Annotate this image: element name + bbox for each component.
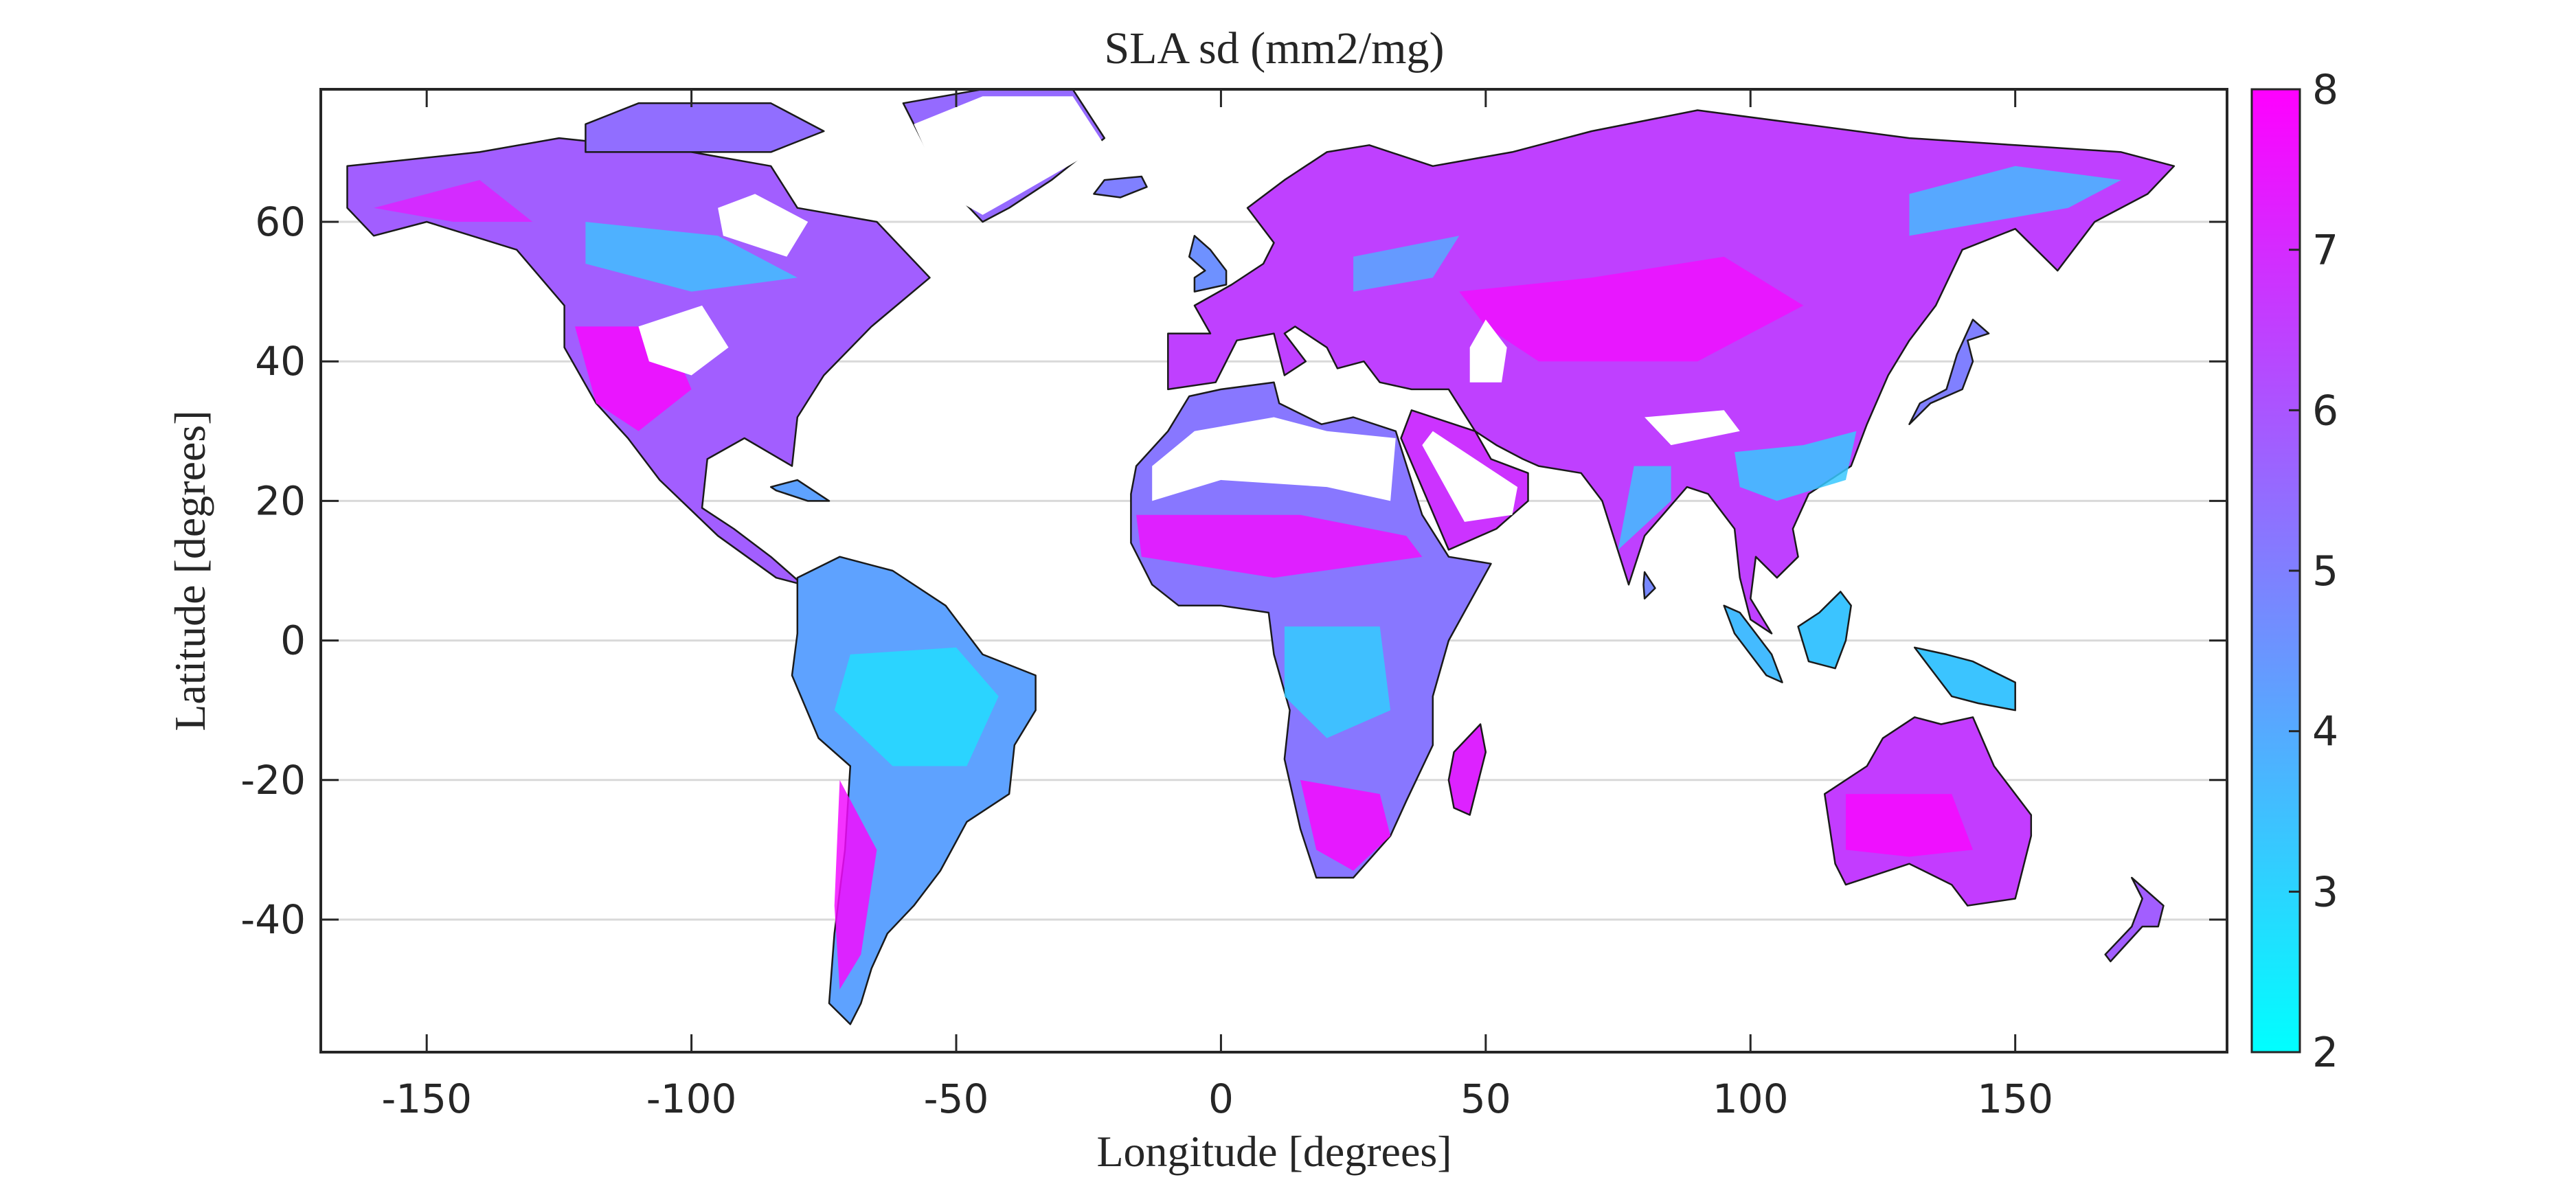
- colorbar-tick-label: 8: [2312, 66, 2338, 114]
- x-tick-label: -50: [924, 1075, 989, 1122]
- region-sumatra: [1723, 604, 1783, 683]
- region-cuba: [769, 479, 831, 502]
- colorbar-ticks: 8 7 6 5 4 3 2: [2289, 66, 2338, 1077]
- value-patch-10: [1618, 466, 1671, 550]
- region-sri-lanka: [1642, 571, 1656, 600]
- colorbar-tick-label: 3: [2312, 868, 2338, 916]
- x-tick-label: -100: [646, 1075, 737, 1122]
- region-iceland: [1093, 175, 1148, 198]
- x-tick-label: 100: [1713, 1075, 1789, 1122]
- region-arctic-islands: [585, 102, 825, 153]
- value-patch-1: [1284, 626, 1391, 738]
- region-japan: [1908, 319, 1990, 425]
- value-patch-0: [834, 647, 999, 766]
- no-data-sahara: [1152, 417, 1396, 501]
- colorbar-tick-label: 4: [2312, 708, 2338, 756]
- colorbar-tick-label: 7: [2312, 227, 2338, 275]
- no-data-tibet: [1645, 410, 1740, 446]
- value-patch-4: [585, 222, 798, 292]
- x-tick-label: -150: [381, 1075, 472, 1122]
- region-great-britain: [1188, 235, 1228, 293]
- x-tick-label: 0: [1208, 1075, 1234, 1122]
- value-patch-2: [1136, 514, 1423, 578]
- y-tick-label: 20: [255, 477, 306, 524]
- y-axis-label: Latitude [degrees]: [166, 410, 214, 731]
- x-axis-ticks: -150 -100 -50 0 50 100 150: [381, 89, 2053, 1122]
- no-data-great-plains: [638, 305, 729, 376]
- y-axis-ticks: 60 40 20 0 -20 -40: [240, 198, 2227, 943]
- chart-title: SLA sd (mm2/mg): [1104, 23, 1444, 73]
- x-tick-label: 150: [1977, 1075, 2053, 1122]
- colorbar-tick-label: 6: [2312, 387, 2338, 435]
- colorbar-tick-label: 5: [2312, 547, 2338, 595]
- no-data-arabian-desert: [1422, 431, 1518, 522]
- value-patch-3: [1300, 779, 1391, 871]
- region-eurasia: [1167, 109, 2176, 635]
- value-patch-8: [1909, 166, 2121, 236]
- region-new-guinea: [1913, 646, 2016, 711]
- value-patch-7: [1735, 431, 1857, 501]
- region-new-zealand: [2104, 876, 2165, 963]
- x-axis-label: Longitude [degrees]: [1096, 1127, 1451, 1176]
- y-tick-label: -40: [240, 896, 306, 943]
- land-regions: [346, 89, 2176, 1025]
- value-patch-9: [1846, 794, 1973, 857]
- no-data-caspian: [1469, 319, 1507, 383]
- y-tick-label: 0: [280, 617, 306, 664]
- value-patch-12: [374, 180, 533, 222]
- value-patch-11: [834, 779, 877, 990]
- x-tick-label: 50: [1460, 1075, 1511, 1122]
- no-data-hudson-bay: [718, 194, 809, 257]
- y-tick-label: -20: [240, 757, 306, 804]
- region-south-america: [791, 556, 1037, 1025]
- plot-axes-box: [319, 88, 2228, 1054]
- region-madagascar: [1447, 723, 1487, 816]
- value-patch-6: [1459, 256, 1804, 362]
- y-tick-label: 60: [255, 198, 306, 245]
- region-borneo: [1797, 591, 1852, 670]
- colorbar-tick-label: 2: [2312, 1029, 2338, 1077]
- y-tick-label: 40: [255, 338, 306, 385]
- no-data-greenland-ice: [914, 96, 1105, 215]
- value-patch-13: [1353, 236, 1460, 292]
